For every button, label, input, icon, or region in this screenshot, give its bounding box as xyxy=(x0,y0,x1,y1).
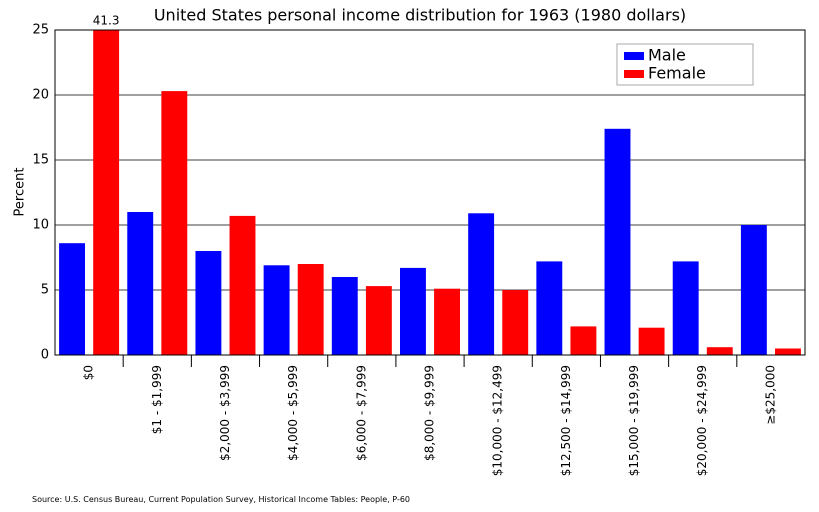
y-axis-label: Percent xyxy=(13,168,28,217)
source-note: Source: U.S. Census Bureau, Current Popu… xyxy=(32,495,410,504)
legend-box xyxy=(616,43,754,86)
bar xyxy=(706,347,733,355)
bar xyxy=(502,290,529,355)
bar xyxy=(161,91,188,355)
bar xyxy=(672,261,699,355)
bar xyxy=(434,288,460,355)
bar xyxy=(570,326,597,355)
x-tick-label: $20,000 - $24,999 xyxy=(695,365,709,476)
bar xyxy=(604,128,631,355)
bar xyxy=(775,348,801,355)
bar xyxy=(127,212,154,355)
y-tick-label: 0 xyxy=(41,348,49,363)
value-label: 41.3 xyxy=(93,14,120,28)
legend-label: Female xyxy=(648,64,706,83)
legend-swatch xyxy=(624,70,644,78)
x-tick-label: $10,000 - $12,499 xyxy=(491,365,505,476)
y-tick-label: 25 xyxy=(32,23,49,38)
bar xyxy=(331,277,358,355)
x-tick-label: $1 - $1,999 xyxy=(150,365,164,434)
x-tick-label: $15,000 - $19,999 xyxy=(627,365,641,476)
bar xyxy=(400,267,426,355)
y-tick-label: 10 xyxy=(32,218,49,233)
x-tick-label: ≥$25,000 xyxy=(763,365,777,425)
bar xyxy=(263,265,290,355)
bar xyxy=(638,327,665,355)
chart-title: United States personal income distributi… xyxy=(154,6,686,25)
x-tick-label: $8,000 - $9,999 xyxy=(423,365,437,461)
plot-frame xyxy=(54,29,806,356)
y-tick-label: 20 xyxy=(32,88,49,103)
bar xyxy=(229,215,256,355)
x-tick-label: $4,000 - $5,999 xyxy=(286,365,300,461)
x-tick-label: $6,000 - $7,999 xyxy=(354,365,368,461)
y-tick-label: 5 xyxy=(41,283,49,298)
y-tick-label: 15 xyxy=(32,153,49,168)
bar xyxy=(365,286,392,355)
legend-swatch xyxy=(624,52,644,60)
bar xyxy=(59,243,85,355)
x-tick-label: $2,000 - $3,999 xyxy=(218,365,232,461)
bar xyxy=(297,264,324,355)
bar xyxy=(468,213,495,355)
bar xyxy=(195,251,222,355)
bar xyxy=(536,261,563,355)
x-tick-label: $0 xyxy=(82,365,96,380)
bars xyxy=(59,30,801,355)
x-tick-label: $12,500 - $14,999 xyxy=(559,365,573,476)
legend-label: Male xyxy=(648,46,686,65)
bar xyxy=(93,30,120,355)
bar xyxy=(740,225,767,355)
